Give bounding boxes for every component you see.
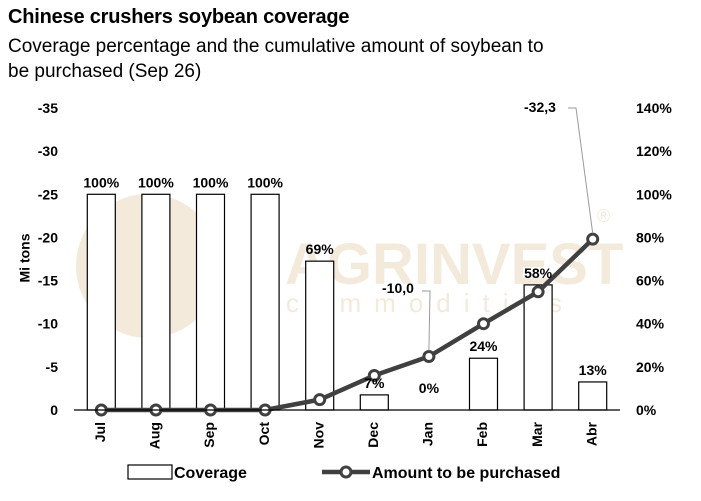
left-tick-label: -25	[38, 186, 58, 202]
legend-amount-marker	[339, 465, 353, 479]
legend: Coverage Amount to be purchased	[127, 464, 560, 482]
right-tick-label: 140%	[636, 100, 672, 116]
x-tick-label: Sep	[201, 422, 217, 448]
left-tick-label: -20	[38, 229, 58, 245]
amount-point-jan	[422, 350, 436, 364]
bar-abr	[578, 381, 608, 411]
legend-coverage-swatch	[127, 464, 173, 480]
watermark-mark: ®	[597, 206, 610, 226]
bar-mar	[523, 284, 553, 411]
right-tick-label: 100%	[636, 186, 672, 202]
bar-value-label: 13%	[579, 362, 608, 378]
amount-point-abr	[586, 232, 600, 246]
bar-value-label: 7%	[364, 375, 385, 391]
bar-value-label: 58%	[524, 265, 553, 281]
line-annotation: -32,3	[524, 99, 556, 115]
amount-point-mar	[531, 285, 545, 299]
annotation-leader	[422, 290, 431, 351]
bar-nov	[305, 260, 335, 411]
legend-coverage-label: Coverage	[174, 465, 247, 482]
left-tick-label: -35	[38, 100, 58, 116]
bar-feb	[468, 357, 499, 411]
amount-point-feb	[477, 317, 490, 331]
x-tick-label: Mar	[529, 421, 545, 446]
x-tick-label: Abr	[583, 421, 599, 446]
x-tick-label: Dec	[365, 422, 381, 448]
left-tick-label: -30	[38, 143, 58, 159]
bar-value-label: 100%	[247, 174, 283, 190]
x-tick-label: Oct	[256, 422, 272, 446]
bar-value-label: 100%	[138, 174, 174, 190]
chart-title: Chinese crushers soybean coverage	[8, 6, 350, 28]
x-tick-label: Feb	[474, 422, 490, 447]
left-tick-label: 0	[50, 402, 58, 418]
annotation-leader	[568, 107, 594, 234]
left-tick-label: -5	[46, 359, 59, 375]
bar-value-label: 69%	[306, 241, 335, 257]
right-tick-label: 120%	[636, 143, 672, 159]
x-tick-label: Jul	[92, 422, 108, 442]
bar-value-label: 100%	[193, 174, 229, 190]
left-axis-label: Mi tons	[17, 233, 33, 282]
amount-point-nov	[313, 393, 327, 407]
right-tick-label: 0%	[636, 402, 657, 418]
bar-value-label: 24%	[469, 338, 498, 354]
right-tick-label: 40%	[636, 316, 665, 332]
amount-point-dec	[367, 368, 381, 382]
x-tick-label: Jan	[420, 422, 436, 446]
bar-dec	[359, 394, 389, 411]
bar-aug	[141, 193, 171, 411]
x-tick-label: Nov	[310, 422, 326, 449]
right-tick-label: 20%	[636, 359, 665, 375]
bar-oct	[250, 193, 280, 411]
line-annotation: -10,0	[382, 280, 414, 296]
chart-subtitle: Coverage percentage and the cumulative a…	[8, 36, 544, 82]
bar-value-label: 0%	[419, 380, 440, 396]
left-tick-label: -10	[38, 316, 58, 332]
x-tick-label: Aug	[147, 422, 163, 449]
right-tick-label: 60%	[636, 273, 665, 289]
right-tick-label: 80%	[636, 229, 665, 245]
bar-value-label: 100%	[83, 174, 119, 190]
bar-sep	[195, 193, 226, 411]
legend-amount-label: Amount to be purchased	[372, 465, 560, 482]
bar-jul	[86, 193, 116, 411]
left-tick-label: -15	[38, 273, 58, 289]
